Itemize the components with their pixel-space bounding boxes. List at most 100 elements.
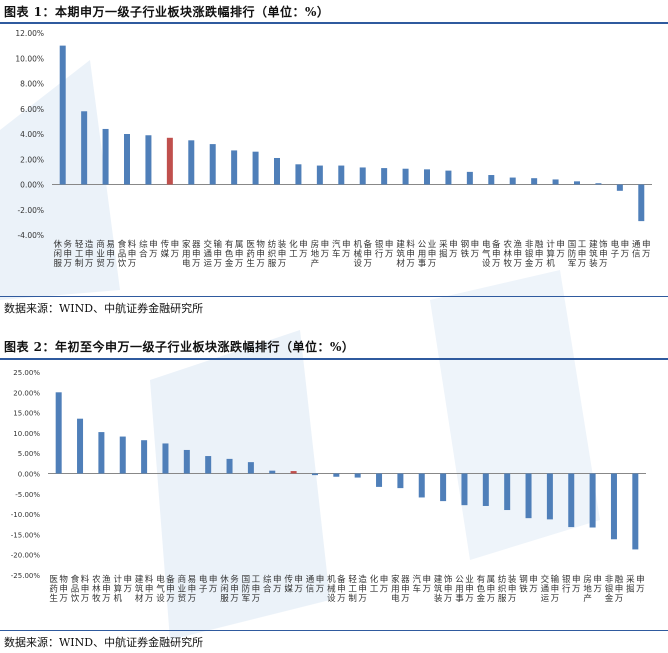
svg-text:万: 万 — [599, 259, 608, 269]
svg-text:行: 行 — [562, 584, 571, 595]
svg-text:万: 万 — [642, 250, 651, 260]
bar — [274, 157, 280, 185]
svg-text:万: 万 — [123, 585, 132, 595]
y-tick-label: 25.00% — [13, 369, 40, 377]
bar — [209, 144, 216, 185]
svg-text:装: 装 — [508, 574, 517, 585]
svg-text:医: 医 — [49, 575, 58, 585]
svg-text:业: 业 — [428, 239, 437, 250]
svg-text:贸: 贸 — [178, 593, 187, 604]
svg-text:易: 易 — [106, 240, 115, 250]
svg-text:装: 装 — [589, 258, 598, 269]
bar — [574, 181, 580, 185]
svg-text:申: 申 — [316, 574, 325, 585]
svg-text:服: 服 — [53, 259, 62, 269]
svg-text:业: 业 — [96, 249, 105, 260]
y-tick-label: 4.00% — [20, 130, 44, 139]
svg-text:万: 万 — [209, 585, 218, 595]
svg-text:传: 传 — [161, 239, 170, 250]
bar — [166, 137, 173, 185]
y-tick-label: -5.00% — [15, 491, 40, 499]
svg-text:汽: 汽 — [332, 239, 341, 250]
svg-text:万: 万 — [256, 259, 265, 269]
svg-text:军: 军 — [242, 594, 251, 604]
svg-text:申: 申 — [321, 239, 330, 250]
svg-text:色: 色 — [477, 584, 486, 595]
svg-text:食: 食 — [118, 239, 127, 250]
y-tick-label: 10.00% — [15, 54, 44, 63]
svg-text:申: 申 — [102, 584, 111, 595]
svg-text:采: 采 — [626, 574, 635, 585]
bar — [445, 170, 452, 185]
svg-text:务: 务 — [63, 239, 72, 250]
svg-text:品: 品 — [118, 250, 127, 260]
svg-text:铁: 铁 — [461, 249, 470, 260]
svg-text:万: 万 — [316, 585, 325, 595]
bar — [290, 471, 297, 474]
svg-text:轻: 轻 — [75, 239, 84, 250]
svg-text:万: 万 — [363, 259, 372, 269]
svg-text:银: 银 — [525, 249, 534, 260]
bar — [638, 184, 645, 222]
svg-text:万: 万 — [230, 594, 239, 604]
bar — [616, 184, 623, 191]
svg-text:药: 药 — [246, 249, 255, 260]
svg-text:申: 申 — [487, 584, 496, 595]
bar — [252, 151, 259, 185]
svg-text:万: 万 — [621, 250, 630, 260]
svg-text:电: 电 — [482, 239, 491, 250]
svg-text:申: 申 — [85, 249, 94, 260]
svg-text:车: 车 — [332, 249, 341, 260]
svg-text:申: 申 — [188, 584, 197, 595]
bar — [226, 458, 233, 474]
svg-text:万: 万 — [513, 259, 522, 269]
svg-text:工: 工 — [370, 585, 379, 595]
svg-text:通: 通 — [306, 574, 315, 585]
svg-text:算: 算 — [546, 249, 555, 260]
svg-text:申: 申 — [599, 249, 608, 260]
svg-text:非: 非 — [605, 574, 614, 585]
svg-text:饰: 饰 — [599, 239, 608, 250]
svg-text:万: 万 — [63, 259, 72, 269]
svg-text:生: 生 — [49, 593, 58, 604]
svg-text:输: 输 — [213, 239, 222, 250]
bar — [440, 473, 447, 502]
svg-text:属: 属 — [235, 240, 244, 250]
svg-text:生: 生 — [246, 258, 255, 269]
bar — [98, 432, 105, 474]
bar — [162, 443, 169, 474]
svg-text:申: 申 — [535, 249, 544, 260]
svg-text:气: 气 — [482, 249, 491, 260]
svg-text:装: 装 — [434, 593, 443, 604]
svg-text:建: 建 — [396, 239, 405, 250]
svg-text:申: 申 — [636, 574, 645, 585]
svg-text:申: 申 — [256, 249, 265, 260]
y-tick-label: -10.00% — [11, 511, 41, 519]
svg-text:交: 交 — [541, 574, 550, 585]
svg-text:织: 织 — [498, 584, 507, 595]
svg-text:纺: 纺 — [498, 574, 507, 585]
svg-text:万: 万 — [342, 250, 351, 260]
svg-text:万: 万 — [337, 594, 346, 604]
svg-text:料: 料 — [81, 574, 90, 585]
svg-text:产: 产 — [311, 258, 320, 269]
svg-text:设: 设 — [353, 258, 362, 269]
figure1-title: 图表 1：本期申万一级子行业板块涨跌幅排行（单位：%） — [4, 5, 330, 19]
svg-text:媒: 媒 — [161, 250, 170, 260]
svg-text:钢: 钢 — [519, 574, 528, 585]
bar — [461, 473, 468, 506]
bar — [183, 449, 190, 474]
svg-text:万: 万 — [385, 250, 394, 260]
svg-text:色: 色 — [225, 249, 234, 260]
svg-text:万: 万 — [487, 594, 496, 604]
svg-text:万: 万 — [380, 585, 389, 595]
